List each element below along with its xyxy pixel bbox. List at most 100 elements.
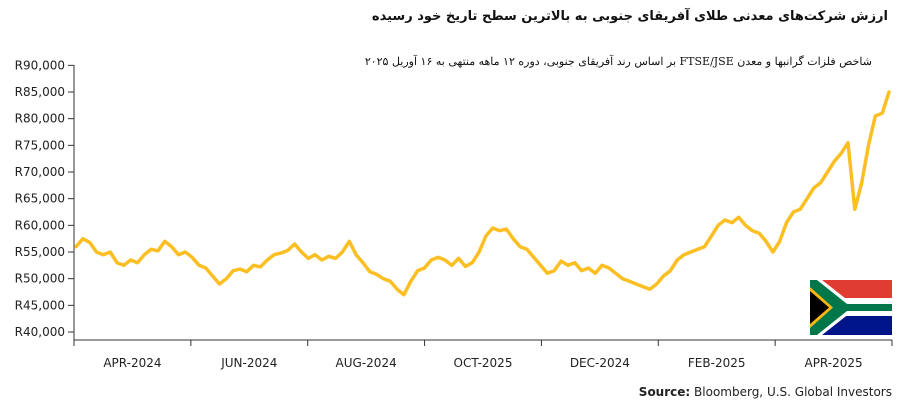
y-tick-label: R80,000 [15,112,65,126]
x-tick-label: FEB-2025 [688,356,746,370]
data-point [321,259,323,261]
data-point [198,264,200,266]
data-point [861,182,863,184]
data-point [335,257,337,259]
data-point [109,251,111,253]
data-point [738,216,740,218]
data-point [642,286,644,288]
data-point [867,144,870,146]
source-note: Source: Bloomberg, U.S. Global Investors [639,385,892,399]
data-point [348,240,350,242]
series-line [74,90,891,297]
data-point [765,240,767,242]
data-point [403,294,405,296]
data-point [478,251,480,253]
data-point [703,246,706,248]
x-tick-label: JUN-2024 [220,356,277,370]
data-point [526,248,528,250]
data-point [82,238,84,240]
data-point [656,283,658,285]
data-point [772,251,774,253]
data-point [492,227,494,229]
data-point [820,182,822,184]
data-point [574,262,576,264]
data-point [833,160,835,162]
data-point [622,278,624,280]
data-point [218,283,221,285]
data-point [225,278,227,280]
data-point [512,238,514,240]
data-point [259,266,262,268]
data-point [273,254,275,256]
data-point [95,251,98,253]
data-point [116,262,118,264]
x-tick-label: DEC-2024 [570,356,630,370]
data-point [485,235,487,237]
data-point [662,275,665,277]
data-point [731,222,733,224]
data-point [464,265,466,267]
y-tick-label: R85,000 [15,85,65,99]
x-axis: APR-2024 JUN-2024 AUG-2024 OCT-2025 DEC-2024… [73,339,893,370]
data-point [389,280,391,282]
data-point [75,246,77,248]
data-point [341,251,343,253]
data-point [157,250,159,252]
data-point [184,251,186,253]
data-point [382,278,384,280]
data-point [779,240,781,242]
data-point [164,240,166,242]
data-point [89,241,91,243]
data-point [458,257,460,259]
data-point [423,267,425,269]
data-point [615,272,617,274]
y-tick-label: R60,000 [15,218,65,232]
data-point [369,271,371,273]
x-tick-label: AUG-2024 [336,356,397,370]
data-point [758,232,760,234]
data-point [102,254,104,256]
data-point [601,264,603,266]
data-point [410,280,412,282]
data-point [676,259,678,261]
data-point [546,272,549,274]
data-point [806,198,808,200]
data-point [710,235,713,237]
data-point [608,267,610,269]
data-point [813,187,815,189]
data-point [553,270,555,272]
data-point [130,259,132,261]
data-point [594,272,596,274]
x-tick-label: APR-2025 [804,356,862,370]
data-point [246,271,248,273]
y-tick-label: R55,000 [15,245,65,259]
data-point [874,115,876,117]
data-point [649,288,651,290]
chart-title: ارزش شرکت‌های معدنی طلای آفریقای جنوبی ب… [371,9,888,24]
data-point [444,259,446,261]
y-tick-label: R90,000 [15,58,65,72]
data-point [266,259,268,261]
y-tick-label: R45,000 [15,298,65,312]
x-tick-label: APR-2024 [103,356,161,370]
source-text: Bloomberg, U.S. Global Investors [694,385,892,399]
data-point [519,246,521,248]
data-point [635,283,637,285]
y-tick-label: R75,000 [15,138,65,152]
data-point [150,248,152,250]
data-point [123,264,125,266]
data-point [560,260,562,262]
data-point [417,270,419,272]
data-point [396,288,398,290]
data-point [143,254,145,256]
data-point [799,208,801,210]
data-point [430,259,432,261]
data-point [471,262,473,264]
data-point [840,152,842,154]
source-label: Source: [638,385,691,399]
data-point [191,256,193,258]
data-point [847,142,849,144]
data-point [232,270,234,272]
data-point [307,257,309,259]
data-point [355,254,357,256]
